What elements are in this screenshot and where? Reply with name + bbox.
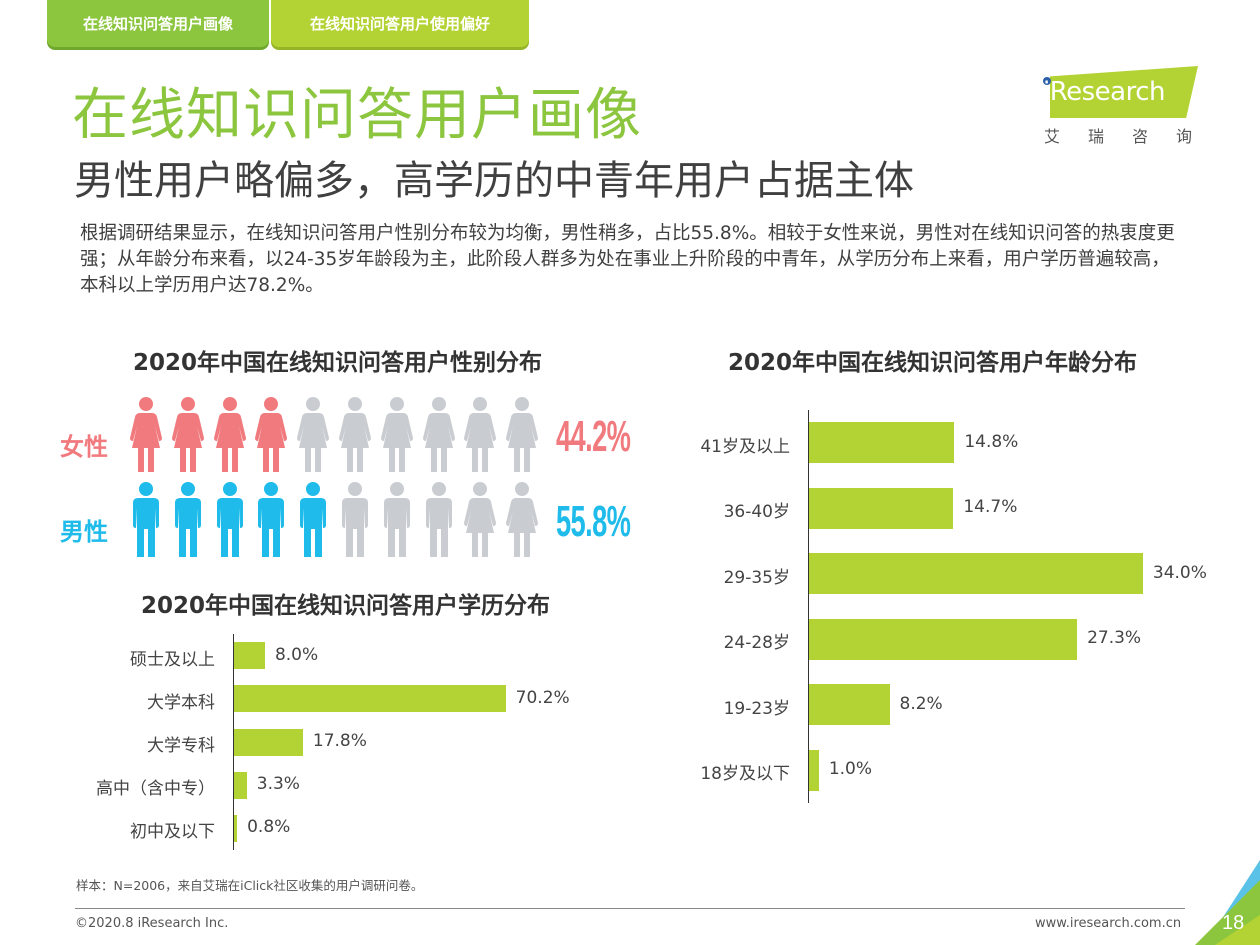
category-label: 19-23岁 <box>723 698 790 719</box>
female-label: 女性 <box>60 433 108 461</box>
bar <box>234 685 506 713</box>
category-label: 硕士及以上 <box>130 649 215 670</box>
bar <box>234 814 238 842</box>
category-label: 高中（含中专） <box>96 779 215 800</box>
category-label: 36-40岁 <box>723 502 790 523</box>
category-label: 29-35岁 <box>723 567 790 588</box>
inactive-person-icon <box>342 482 368 557</box>
inactive-person-icon <box>380 397 413 472</box>
inactive-person-icon <box>425 482 452 557</box>
male-label: 男性 <box>60 518 108 546</box>
corner-decoration <box>1195 860 1260 945</box>
bar <box>809 422 955 464</box>
bar-value-label: 0.8% <box>247 817 291 838</box>
male-person-icon <box>174 482 201 557</box>
female-person-icon <box>213 397 246 472</box>
inactive-person-icon <box>297 397 330 472</box>
bar <box>809 749 819 791</box>
page-number: 18 <box>1222 912 1245 934</box>
y-axis-line <box>233 634 234 850</box>
inactive-person-icon <box>464 397 497 472</box>
bar <box>809 684 890 726</box>
category-label: 41岁及以上 <box>700 436 790 457</box>
inactive-person-icon <box>506 482 539 557</box>
iresearch-logo: iResearch 艾瑞咨询 <box>1040 66 1200 146</box>
male-person-icon <box>133 482 159 557</box>
female-person-icon <box>255 397 288 472</box>
bar-value-label: 8.0% <box>274 644 319 665</box>
inactive-person-icon <box>383 482 410 557</box>
tab-user-profile[interactable]: 在线知识问答用户画像 <box>47 0 269 47</box>
inactive-person-icon <box>464 482 497 557</box>
age-chart-title: 2020年中国在线知识问答用户年龄分布 <box>728 350 1138 376</box>
inactive-person-icon <box>506 397 539 472</box>
logo-cn-text: 艾瑞咨询 <box>1044 127 1221 146</box>
category-label: 大学本科 <box>147 692 215 713</box>
sample-footnote: 样本：N=2006，来自艾瑞在iClick社区收集的用户调研问卷。 <box>76 878 424 893</box>
bar-value-label: 8.2% <box>899 693 943 714</box>
bar-value-label: 17.8% <box>312 731 367 751</box>
bar-value-label: 14.7% <box>963 497 1018 518</box>
female-person-icon <box>130 397 162 472</box>
female-percentage: 44.2% <box>556 412 631 461</box>
bar-value-label: 1.0% <box>828 759 873 780</box>
category-label: 24-28岁 <box>723 633 790 654</box>
bar-value-label: 34.0% <box>1152 562 1207 583</box>
page-title: 在线知识问答用户画像 <box>72 83 642 148</box>
male-person-icon <box>216 482 243 557</box>
logo-brand-text: iResearch <box>1043 77 1165 107</box>
bar <box>234 728 303 756</box>
bar-value-label: 3.3% <box>256 774 300 795</box>
bar-value-label: 27.3% <box>1087 628 1142 649</box>
category-label: 大学专科 <box>147 736 215 756</box>
bar <box>809 618 1078 660</box>
website-link[interactable]: www.iresearch.com.cn <box>1035 916 1182 931</box>
tab-usage-preference[interactable]: 在线知识问答用户使用偏好 <box>271 0 529 47</box>
bar <box>809 487 954 529</box>
summary-text: 根据调研结果显示，在线知识问答用户性别分布较为均衡，男性稍多，占比55.8%。相… <box>80 223 1175 296</box>
male-person-icon <box>258 482 285 557</box>
bar-value-label: 70.2% <box>515 687 570 708</box>
category-label: 初中及以下 <box>130 822 215 843</box>
bar <box>234 771 247 799</box>
page-subtitle: 男性用户略偏多，高学历的中青年用户占据主体 <box>74 158 914 204</box>
y-axis-line <box>808 410 809 803</box>
footer-divider <box>75 908 1185 909</box>
male-person-icon <box>300 482 327 557</box>
copyright: ©2020.8 iResearch Inc. <box>75 916 229 931</box>
category-label: 18岁及以下 <box>700 764 790 785</box>
education-chart-title: 2020年中国在线知识问答用户学历分布 <box>141 593 551 619</box>
male-percentage: 55.8% <box>556 497 631 546</box>
gender-chart-title: 2020年中国在线知识问答用户性别分布 <box>133 350 543 376</box>
bar <box>809 553 1143 595</box>
bar <box>234 642 265 670</box>
female-person-icon <box>171 397 204 472</box>
bar-value-label: 14.8% <box>964 431 1019 452</box>
logo-dot-icon <box>1043 77 1051 85</box>
inactive-person-icon <box>422 397 455 472</box>
inactive-person-icon <box>339 397 371 472</box>
